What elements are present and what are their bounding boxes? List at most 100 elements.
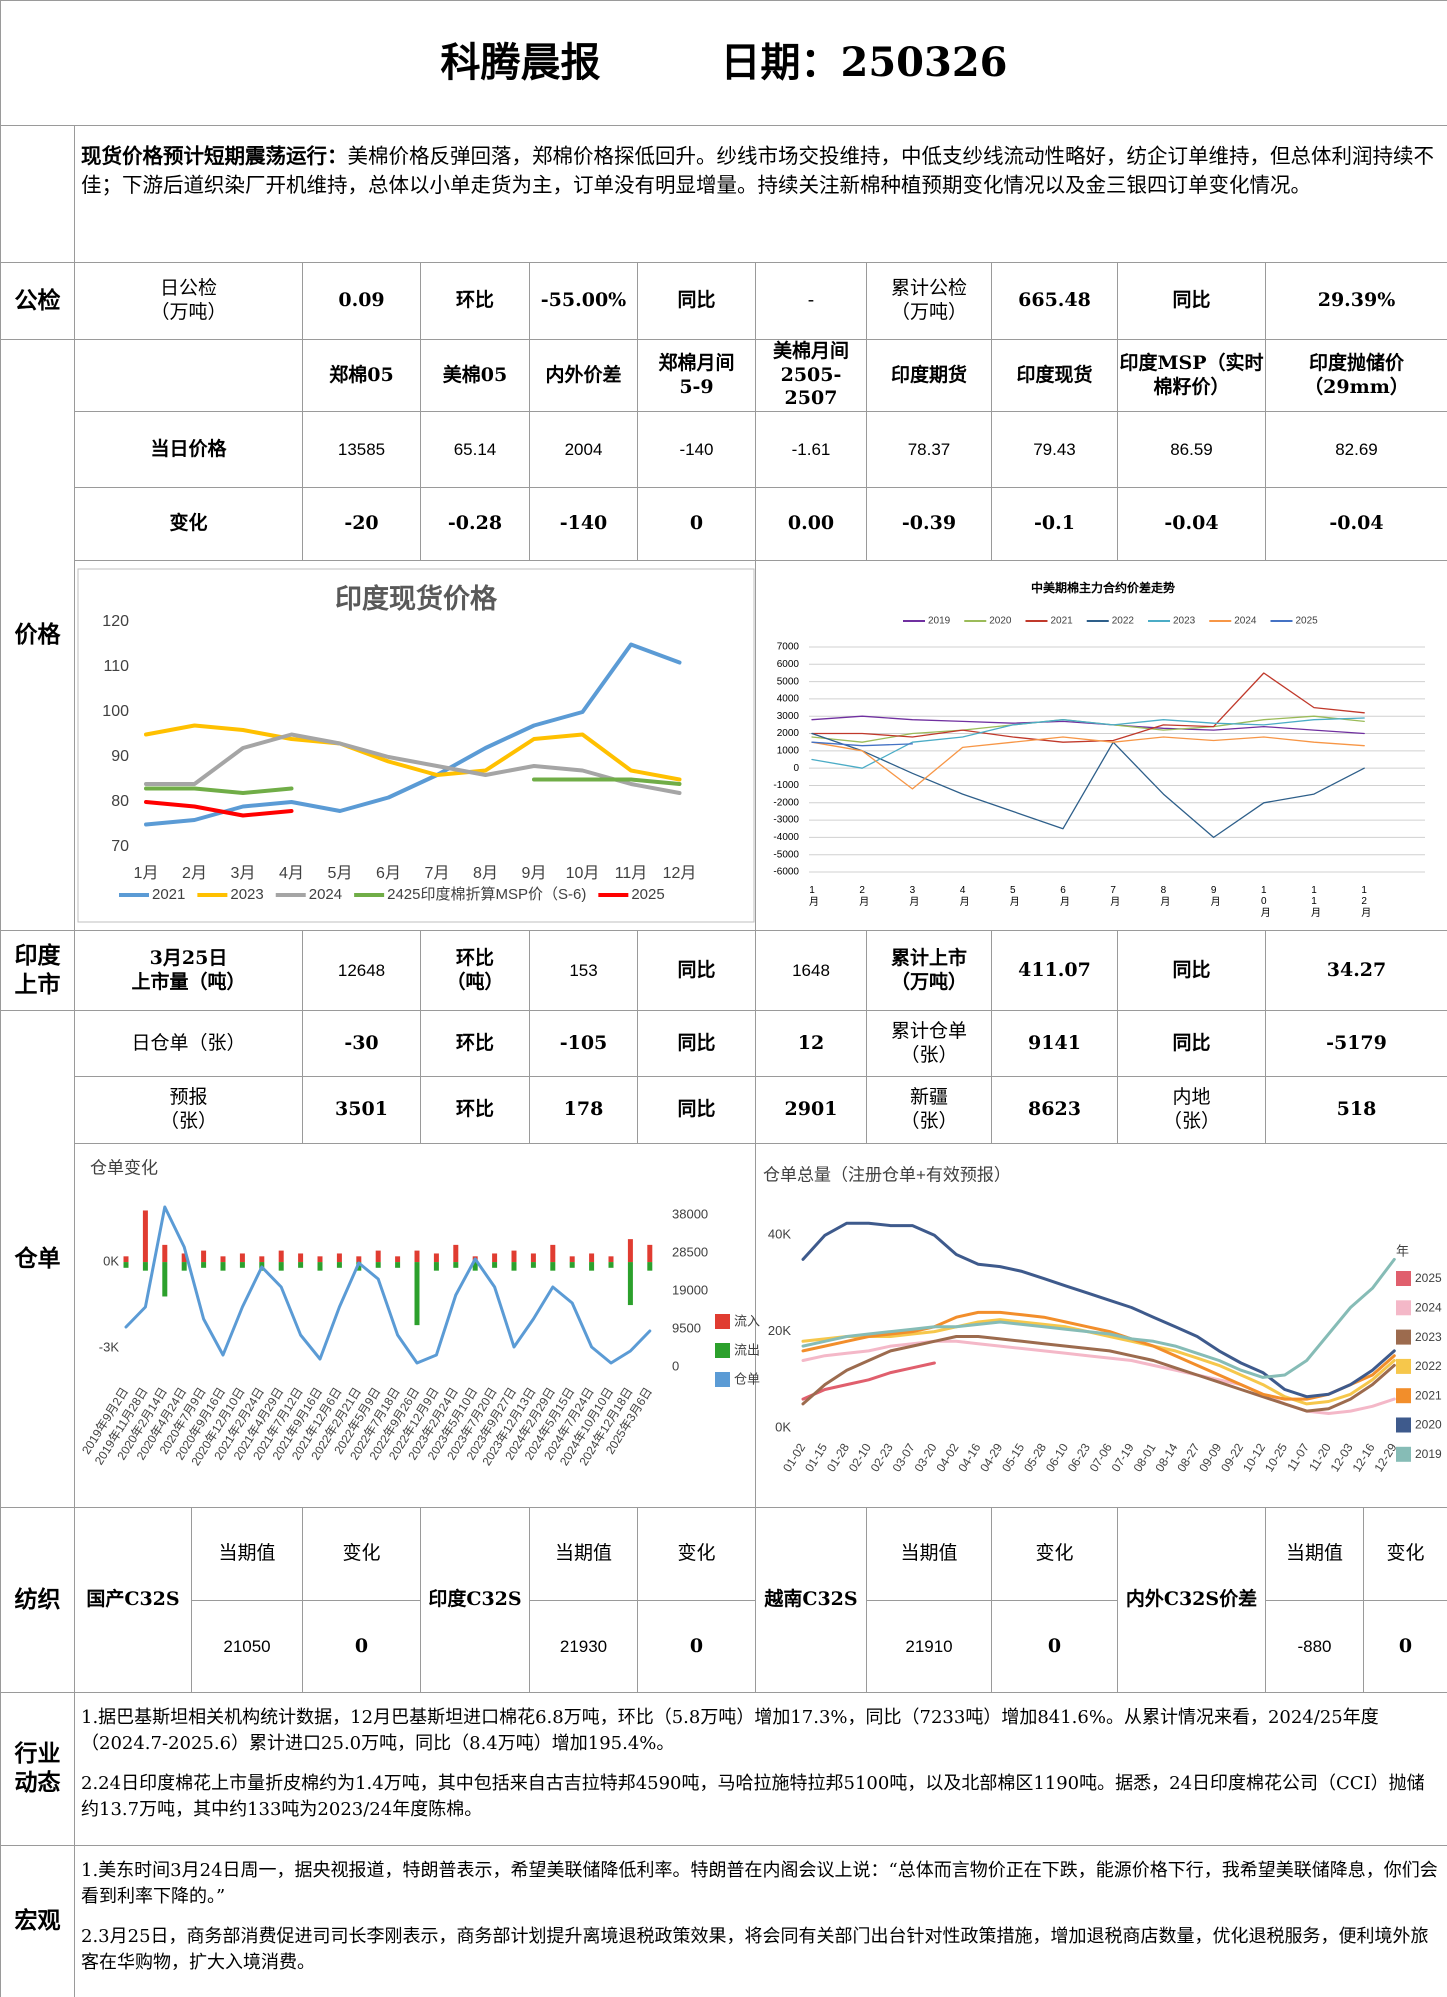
cell-text: 0 xyxy=(689,1634,704,1657)
cell-text: 环比 xyxy=(455,946,494,969)
table-cell: 同比 xyxy=(638,1077,756,1144)
table-cell: 日公检 （万吨） xyxy=(75,263,303,340)
table-cell: 变化 xyxy=(992,1508,1118,1601)
table-cell: 环比 （吨） xyxy=(421,931,530,1011)
cell-text: -20 xyxy=(344,512,379,535)
cell-text: -140 xyxy=(559,512,608,535)
table-cell: -880 xyxy=(1266,1601,1364,1693)
cell-text: 变化 xyxy=(1386,1542,1425,1565)
paragraph-block: 1.美东时间3月24日周一，据央视报道，特朗普表示，希望美联储降低利率。特朗普在… xyxy=(75,1846,1447,1997)
cell-text: 预报 xyxy=(169,1086,208,1109)
cell-text: 当期值 xyxy=(900,1542,958,1565)
table-cell: -5179 xyxy=(1266,1011,1447,1077)
cell-text: （张） xyxy=(159,1110,217,1132)
cell-text: 65.14 xyxy=(453,439,497,459)
table-cell: -1.61 xyxy=(756,412,867,488)
cell-text: 0 xyxy=(1398,1634,1413,1657)
table-cell: 印度现货 xyxy=(992,340,1118,412)
chart-panel xyxy=(756,1144,1447,1508)
cell-text: 665.48 xyxy=(1018,289,1091,312)
cell-text: 环比 xyxy=(455,1098,494,1121)
cell-text: 内外价差 xyxy=(545,363,622,386)
table-cell: 累计仓单 （张） xyxy=(867,1011,992,1077)
cell-text: 0 xyxy=(354,1634,369,1657)
table-cell: 0 xyxy=(638,1601,756,1693)
cell-text: -0.1 xyxy=(1034,512,1075,535)
table-cell: 12 xyxy=(756,1011,867,1077)
cell-text: 变化 xyxy=(1035,1542,1074,1565)
paragraph: 2.24日印度棉花上市量折皮棉约为1.4万吨，其中包括来自古吉拉特邦4590吨，… xyxy=(81,1773,1425,1821)
table-cell: 3501 xyxy=(303,1077,421,1144)
cell-text: 新疆 xyxy=(909,1086,948,1109)
table-cell: -20 xyxy=(303,488,421,561)
section-label: 印度上市 xyxy=(1,931,75,1011)
table-cell: 变化 xyxy=(75,488,303,561)
table-cell: 同比 xyxy=(1118,263,1266,340)
report-title: 科腾晨报 xyxy=(440,39,601,86)
cell-text: 同比 xyxy=(677,1031,716,1054)
cell-text: 同比 xyxy=(1172,1031,1211,1054)
cell-text: 日仓单（张） xyxy=(131,1031,246,1054)
table-cell: 65.14 xyxy=(421,412,530,488)
cell-text: - xyxy=(807,289,815,312)
table-cell xyxy=(75,340,303,412)
table-cell: 郑棉月间 5-9 xyxy=(638,340,756,412)
cell-text: 86.59 xyxy=(1170,439,1213,459)
table-cell: -0.04 xyxy=(1266,488,1447,561)
paragraph: 1.据巴基斯坦相关机构统计数据，12月巴基斯坦进口棉花6.8万吨，环比（5.8万… xyxy=(81,1707,1379,1755)
table-cell: 同比 xyxy=(638,931,756,1011)
table-cell: 印度MSP（实时 棉籽价） xyxy=(1118,340,1266,412)
table-cell: 变化 xyxy=(1364,1508,1447,1601)
cell-text: 印度MSP（实时 xyxy=(1119,351,1264,374)
cell-text: -140 xyxy=(679,439,714,459)
cell-text: 环比 xyxy=(455,1031,494,1054)
cell-text: 9141 xyxy=(1028,1031,1081,1054)
table-cell: 0.09 xyxy=(303,263,421,340)
table-cell: 9141 xyxy=(992,1011,1118,1077)
cell-text: 当期值 xyxy=(554,1542,612,1565)
table-cell: 美棉05 xyxy=(421,340,530,412)
cell-text: 8623 xyxy=(1028,1098,1081,1121)
table-cell: -0.39 xyxy=(867,488,992,561)
table-cell: 3月25日 上市量（吨） xyxy=(75,931,303,1011)
cell-text: 3501 xyxy=(335,1098,388,1121)
cell-text: （张） xyxy=(1162,1110,1220,1132)
cell-text: 12 xyxy=(797,1031,825,1054)
section-label: 宏观 xyxy=(1,1846,75,1997)
table-cell: 越南C32S xyxy=(756,1508,867,1693)
chart-panel xyxy=(75,1144,756,1508)
table-cell: 2901 xyxy=(756,1077,867,1144)
cell-text: 美棉05 xyxy=(442,363,508,386)
summary-lead: 现货价格预计短期震荡运行： xyxy=(81,144,348,168)
cell-text: -0.28 xyxy=(447,512,503,535)
cell-text: 上市量（吨） xyxy=(131,970,246,993)
table-cell: 累计上市 （万吨） xyxy=(867,931,992,1011)
cell-text: 79.43 xyxy=(1033,439,1076,459)
cell-text: 82.69 xyxy=(1335,439,1378,459)
cell-text: 178 xyxy=(563,1098,604,1121)
cell-text: 印度现货 xyxy=(1016,363,1093,386)
cell-text: 内地 xyxy=(1172,1086,1211,1109)
table-cell: 1648 xyxy=(756,931,867,1011)
cell-text: 153 xyxy=(569,960,598,980)
cell-text: 0.09 xyxy=(338,289,385,312)
table-cell: -0.1 xyxy=(992,488,1118,561)
cell-text: 21910 xyxy=(905,1636,953,1656)
table-cell: 内地 （张） xyxy=(1118,1077,1266,1144)
cell-text: 累计仓单 xyxy=(890,1019,967,1042)
table-cell: -0.28 xyxy=(421,488,530,561)
cell-text: -0.39 xyxy=(901,512,957,535)
cell-text: 变化 xyxy=(342,1542,381,1565)
table-cell: - xyxy=(756,263,867,340)
cell-text: 21050 xyxy=(223,1636,271,1656)
table-cell: 累计公检 （万吨） xyxy=(867,263,992,340)
table-cell: 内外价差 xyxy=(530,340,638,412)
table-cell: -105 xyxy=(530,1011,638,1077)
cell-text: 78.37 xyxy=(907,439,951,459)
cell-text: 当期值 xyxy=(1285,1542,1343,1565)
cell-text: -30 xyxy=(344,1031,379,1054)
cell-text: （张） xyxy=(900,1110,958,1132)
cell-text: -55.00% xyxy=(540,289,627,312)
summary-text: 美棉价格反弹回落，郑棉价格探低回升。纱线市场交投维持，中低支纱线流动性略好，纺企… xyxy=(81,144,1434,197)
